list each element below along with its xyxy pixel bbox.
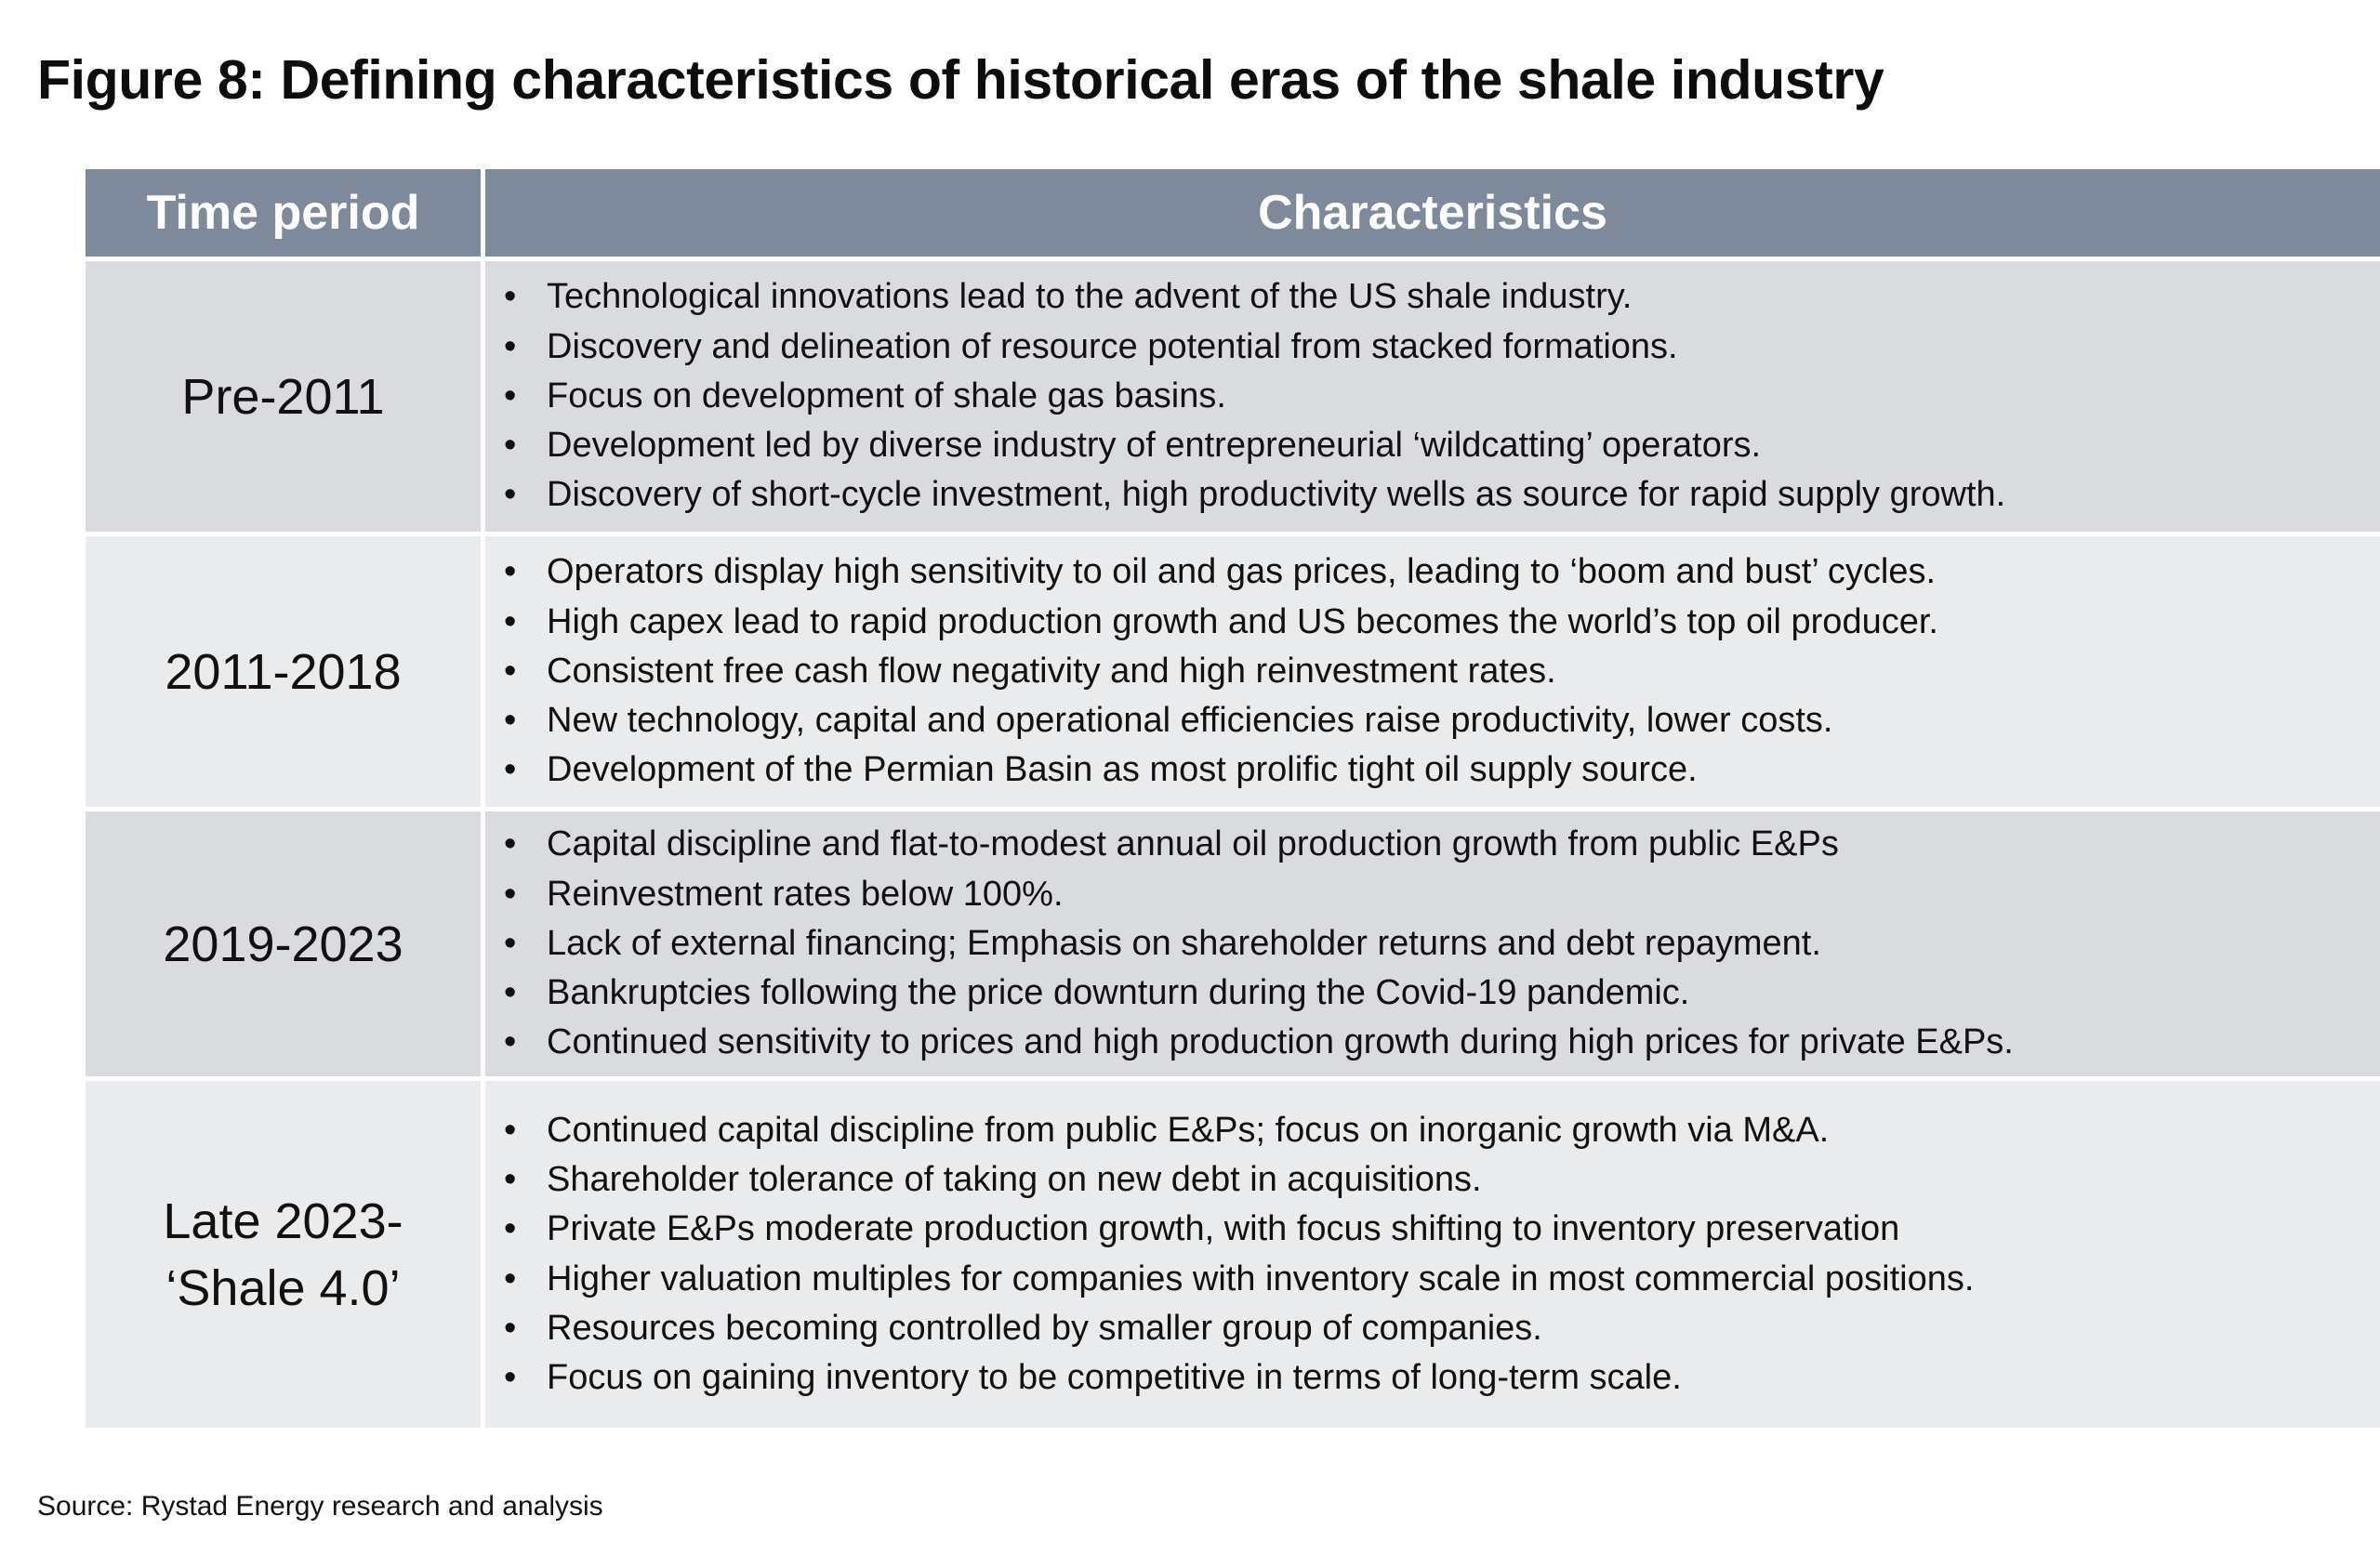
list-item: Capital discipline and flat-to-modest an… (504, 820, 2380, 869)
period-cell: Pre-2011 (86, 257, 485, 532)
period-label: 2011-2018 (165, 643, 402, 700)
list-item: High capex lead to rapid production grow… (504, 598, 2380, 647)
characteristics-list: Technological innovations lead to the ad… (504, 272, 2380, 520)
list-item: Continued sensitivity to prices and high… (504, 1018, 2380, 1067)
list-item: Bankruptcies following the price downtur… (504, 969, 2380, 1018)
characteristics-cell: Capital discipline and flat-to-modest an… (485, 807, 2380, 1076)
header-time-period: Time period (86, 169, 485, 257)
characteristics-cell: Continued capital discipline from public… (485, 1076, 2380, 1428)
eras-table: Time period Characteristics Pre-2011 Tec… (86, 169, 2380, 1428)
figure-title: Figure 8: Defining characteristics of hi… (37, 49, 1884, 111)
list-item: Discovery and delineation of resource po… (504, 323, 2380, 372)
list-item: Continued capital discipline from public… (504, 1106, 2380, 1155)
period-label: 2019-2023 (163, 916, 403, 972)
period-label: Late 2023- ‘Shale 4.0’ (163, 1193, 403, 1316)
characteristics-list: Continued capital discipline from public… (504, 1106, 2380, 1403)
period-cell: 2011-2018 (86, 532, 485, 807)
list-item: Technological innovations lead to the ad… (504, 272, 2380, 322)
list-item: Shareholder tolerance of taking on new d… (504, 1155, 2380, 1205)
list-item: Development led by diverse industry of e… (504, 421, 2380, 470)
list-item: Private E&Ps moderate production growth,… (504, 1205, 2380, 1254)
list-item: Focus on gaining inventory to be competi… (504, 1353, 2380, 1403)
list-item: Higher valuation multiples for companies… (504, 1255, 2380, 1304)
period-cell: Late 2023- ‘Shale 4.0’ (86, 1076, 485, 1428)
characteristics-list: Operators display high sensitivity to oi… (504, 547, 2380, 795)
list-item: Resources becoming controlled by smaller… (504, 1304, 2380, 1353)
period-cell: 2019-2023 (86, 807, 485, 1076)
characteristics-list: Capital discipline and flat-to-modest an… (504, 820, 2380, 1067)
list-item: Operators display high sensitivity to oi… (504, 547, 2380, 597)
source-note: Source: Rystad Energy research and analy… (37, 1491, 603, 1522)
list-item: Focus on development of shale gas basins… (504, 372, 2380, 421)
list-item: Lack of external financing; Emphasis on … (504, 919, 2380, 969)
list-item: New technology, capital and operational … (504, 696, 2380, 745)
characteristics-cell: Technological innovations lead to the ad… (485, 257, 2380, 532)
characteristics-cell: Operators display high sensitivity to oi… (485, 532, 2380, 807)
list-item: Reinvestment rates below 100%. (504, 870, 2380, 919)
header-characteristics: Characteristics (485, 169, 2380, 257)
period-label: Pre-2011 (181, 368, 385, 425)
list-item: Development of the Permian Basin as most… (504, 745, 2380, 795)
list-item: Discovery of short-cycle investment, hig… (504, 470, 2380, 520)
list-item: Consistent free cash flow negativity and… (504, 647, 2380, 696)
